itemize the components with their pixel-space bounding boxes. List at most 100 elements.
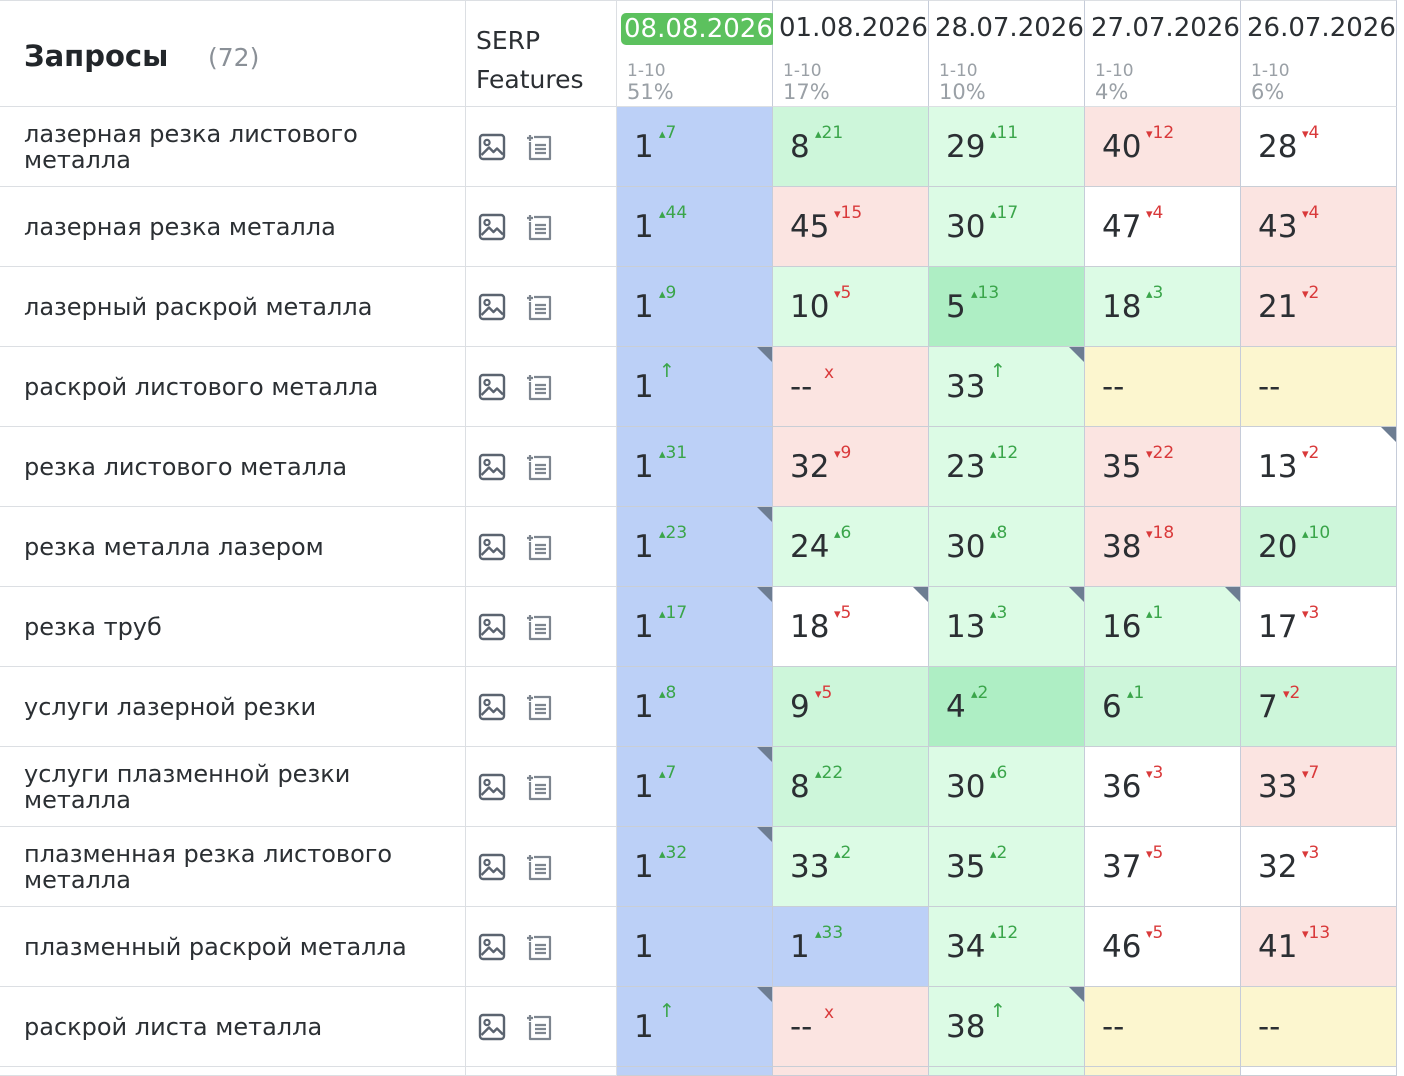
position-cell[interactable]: 20 ▴10 [1241,507,1397,587]
query-cell[interactable]: резка труб [0,587,466,667]
position-cell[interactable]: 1 [617,907,773,987]
position-cell[interactable]: 40 ▾12 [1085,107,1241,187]
position-cell[interactable]: 33 ▴2 [773,827,929,907]
position-cell[interactable]: 28 ▾4 [1241,107,1397,187]
position-cell[interactable]: 1 ↑ [617,987,773,1067]
featured-snippet-icon[interactable] [525,292,555,322]
featured-snippet-icon[interactable] [525,132,555,162]
featured-snippet-icon[interactable] [525,932,555,962]
position-cell[interactable]: 21 ▾2 [1241,267,1397,347]
position-cell[interactable]: 35 ▴2 [929,827,1085,907]
position-cell[interactable]: 18 ▾5 [773,587,929,667]
position-cell[interactable]: -- [1241,347,1397,427]
position-cell[interactable]: 16 ▴1 [1085,587,1241,667]
position-cell[interactable]: 1 ▴17 [617,587,773,667]
position-cell[interactable]: 17 ▾3 [1241,587,1397,667]
position-cell[interactable]: 5 ▴13 [929,267,1085,347]
queries-header[interactable]: Запросы (72) [0,0,466,107]
position-cell[interactable]: -- [1085,347,1241,427]
featured-snippet-icon[interactable] [525,212,555,242]
image-icon[interactable] [477,1012,507,1042]
position-cell[interactable]: 1 ▴9 [617,267,773,347]
position-cell[interactable]: 29 ▴11 [929,107,1085,187]
position-cell[interactable]: 8 ▴22 [773,747,929,827]
image-icon[interactable] [477,612,507,642]
image-icon[interactable] [477,212,507,242]
position-cell[interactable] [1085,1067,1241,1076]
featured-snippet-icon[interactable] [525,1012,555,1042]
position-cell[interactable]: 47 ▾4 [1085,187,1241,267]
query-cell[interactable]: лазерный раскрой металла [0,267,466,347]
image-icon[interactable] [477,292,507,322]
featured-snippet-icon[interactable] [525,852,555,882]
position-cell[interactable]: 1 ↑ [617,347,773,427]
image-icon[interactable] [477,772,507,802]
query-cell[interactable]: раскрой листа металла [0,987,466,1067]
position-cell[interactable]: 32 ▾9 [773,427,929,507]
position-cell[interactable]: 38 ↑ [929,987,1085,1067]
date-column-header[interactable]: 01.08.2026 1-10 17% [773,0,929,107]
position-cell[interactable]: 36 ▾3 [1085,747,1241,827]
position-cell[interactable]: 8 ▴21 [773,107,929,187]
query-cell[interactable]: лазерная резка металла [0,187,466,267]
position-cell[interactable]: 1 ▴7 [617,107,773,187]
position-cell[interactable]: 1 ▴33 [773,907,929,987]
query-cell[interactable]: резка металла лазером [0,507,466,587]
image-icon[interactable] [477,372,507,402]
image-icon[interactable] [477,932,507,962]
date-column-header[interactable]: 28.07.2026 1-10 10% [929,0,1085,107]
query-cell[interactable]: резка листового металла [0,427,466,507]
query-cell[interactable] [0,1067,466,1076]
position-cell[interactable] [773,1067,929,1076]
featured-snippet-icon[interactable] [525,452,555,482]
featured-snippet-icon[interactable] [525,612,555,642]
position-cell[interactable] [1241,1067,1397,1076]
image-icon[interactable] [477,532,507,562]
query-cell[interactable]: лазерная резка листового металла [0,107,466,187]
position-cell[interactable]: 45 ▾15 [773,187,929,267]
position-cell[interactable]: 37 ▾5 [1085,827,1241,907]
date-column-header[interactable]: 27.07.2026 1-10 4% [1085,0,1241,107]
query-cell[interactable]: плазменный раскрой металла [0,907,466,987]
featured-snippet-icon[interactable] [525,532,555,562]
image-icon[interactable] [477,692,507,722]
position-cell[interactable]: 18 ▴3 [1085,267,1241,347]
position-cell[interactable]: 9 ▾5 [773,667,929,747]
position-cell[interactable]: 30 ▴17 [929,187,1085,267]
position-cell[interactable]: 7 ▾2 [1241,667,1397,747]
position-cell[interactable]: 32 ▾3 [1241,827,1397,907]
position-cell[interactable]: 38 ▾18 [1085,507,1241,587]
position-cell[interactable]: 13 ▴3 [929,587,1085,667]
position-cell[interactable]: 1 ▴8 [617,667,773,747]
query-cell[interactable]: услуги лазерной резки [0,667,466,747]
position-cell[interactable]: 41 ▾13 [1241,907,1397,987]
position-cell[interactable]: 30 ▴8 [929,507,1085,587]
position-cell[interactable]: -- [1085,987,1241,1067]
position-cell[interactable] [929,1067,1085,1076]
position-cell[interactable]: 1 ▴44 [617,187,773,267]
query-cell[interactable]: раскрой листового металла [0,347,466,427]
position-cell[interactable]: 13 ▾2 [1241,427,1397,507]
featured-snippet-icon[interactable] [525,772,555,802]
position-cell[interactable]: 23 ▴12 [929,427,1085,507]
position-cell[interactable]: 34 ▴12 [929,907,1085,987]
position-cell[interactable]: 10 ▾5 [773,267,929,347]
position-cell[interactable]: 33 ↑ [929,347,1085,427]
position-cell[interactable]: 24 ▴6 [773,507,929,587]
featured-snippet-icon[interactable] [525,372,555,402]
position-cell[interactable]: -- x [773,987,929,1067]
date-column-header[interactable]: 08.08.2026 1-10 51% [617,0,776,107]
position-cell[interactable]: 6 ▴1 [1085,667,1241,747]
position-cell[interactable]: 33 ▾7 [1241,747,1397,827]
image-icon[interactable] [477,852,507,882]
date-column-header[interactable]: 26.07.2026 1-10 6% [1241,0,1397,107]
position-cell[interactable]: 1 ▴31 [617,427,773,507]
position-cell[interactable]: 1 ▴7 [617,747,773,827]
position-cell[interactable]: 4 ▴2 [929,667,1085,747]
position-cell[interactable]: 35 ▾22 [1085,427,1241,507]
position-cell[interactable]: 30 ▴6 [929,747,1085,827]
position-cell[interactable]: 1 ▴32 [617,827,773,907]
position-cell[interactable]: 1 ▴23 [617,507,773,587]
image-icon[interactable] [477,452,507,482]
query-cell[interactable]: плазменная резка листового металла [0,827,466,907]
